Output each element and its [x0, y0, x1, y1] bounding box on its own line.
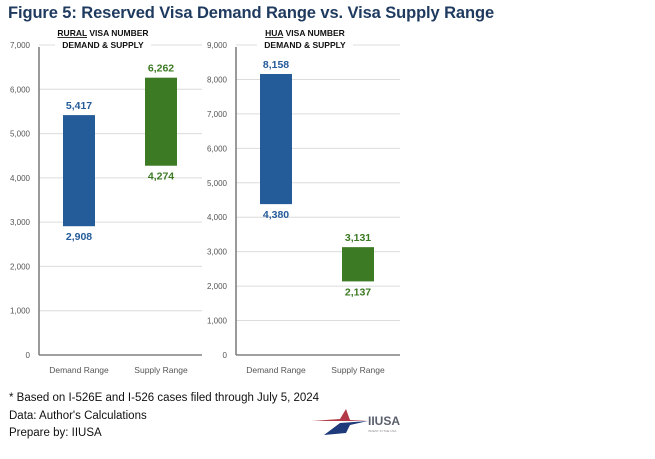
y-tick-label: 1,000 — [207, 317, 228, 326]
chart-title-bg — [257, 27, 353, 51]
x-category-label: Supply Range — [331, 365, 385, 375]
y-tick-label: 6,000 — [207, 144, 228, 153]
low-value-label: 2,137 — [345, 286, 371, 298]
supply-range-bar — [145, 77, 177, 166]
logo-star-blue-icon — [324, 421, 368, 435]
high-value-label: 3,131 — [345, 232, 371, 244]
logo-tagline: INVEST IN THE USA — [368, 429, 396, 433]
y-tick-label: 2,000 — [10, 262, 31, 271]
prepared-by: Prepare by: IIUSA — [9, 427, 102, 439]
y-tick-label: 8,000 — [207, 75, 228, 84]
footnote: * Based on I-526E and I-526 cases filed … — [9, 392, 320, 404]
y-tick-label: 7,000 — [10, 41, 31, 50]
notes: * Based on I-526E and I-526 cases filed … — [9, 390, 319, 443]
high-value-label: 8,158 — [263, 59, 289, 71]
y-tick-label: 6,000 — [10, 85, 31, 94]
logo-star-red-icon — [312, 409, 368, 421]
y-tick-label: 0 — [26, 351, 31, 360]
iiusa-logo: IIUSA INVEST IN THE USA — [312, 409, 400, 435]
supply-range-bar — [342, 247, 374, 282]
low-value-label: 4,380 — [263, 209, 289, 221]
x-category-label: Supply Range — [134, 365, 188, 375]
y-tick-label: 3,000 — [207, 248, 228, 257]
demand-range-bar — [260, 74, 292, 205]
y-tick-label: 5,000 — [10, 130, 31, 139]
chart-title-rest: VISA NUMBER — [87, 28, 149, 38]
high-value-label: 5,417 — [66, 100, 92, 112]
y-tick-label: 5,000 — [207, 179, 228, 188]
demand-range-bar — [63, 115, 95, 227]
x-category-label: Demand Range — [49, 365, 109, 375]
logo-text: IIUSA — [368, 414, 400, 428]
figure-title: Figure 5: Reserved Visa Demand Range vs.… — [8, 4, 495, 22]
y-tick-label: 9,000 — [207, 41, 228, 50]
chart-title-line1: RURAL VISA NUMBER — [57, 28, 148, 38]
y-tick-label: 7,000 — [207, 110, 228, 119]
chart-title-bg — [55, 27, 151, 51]
chart-title-line2: DEMAND & SUPPLY — [62, 40, 144, 50]
y-tick-label: 4,000 — [10, 174, 31, 183]
x-category-label: Demand Range — [246, 365, 306, 375]
y-tick-label: 1,000 — [10, 307, 31, 316]
chart-title-line1: HUA VISA NUMBER — [265, 28, 345, 38]
low-value-label: 4,274 — [148, 171, 174, 183]
y-tick-label: 4,000 — [207, 213, 228, 222]
low-value-label: 2,908 — [66, 231, 92, 243]
high-value-label: 6,262 — [148, 63, 174, 75]
chart-title-line2: DEMAND & SUPPLY — [264, 40, 346, 50]
chart-title-underlined: HUA — [265, 28, 283, 38]
chart-title-rest: VISA NUMBER — [283, 28, 345, 38]
y-tick-label: 0 — [223, 351, 228, 360]
data-source: Data: Author's Calculations — [9, 409, 147, 422]
chart-title-underlined: RURAL — [57, 28, 87, 38]
y-tick-label: 3,000 — [10, 218, 31, 227]
y-tick-label: 2,000 — [207, 282, 228, 291]
